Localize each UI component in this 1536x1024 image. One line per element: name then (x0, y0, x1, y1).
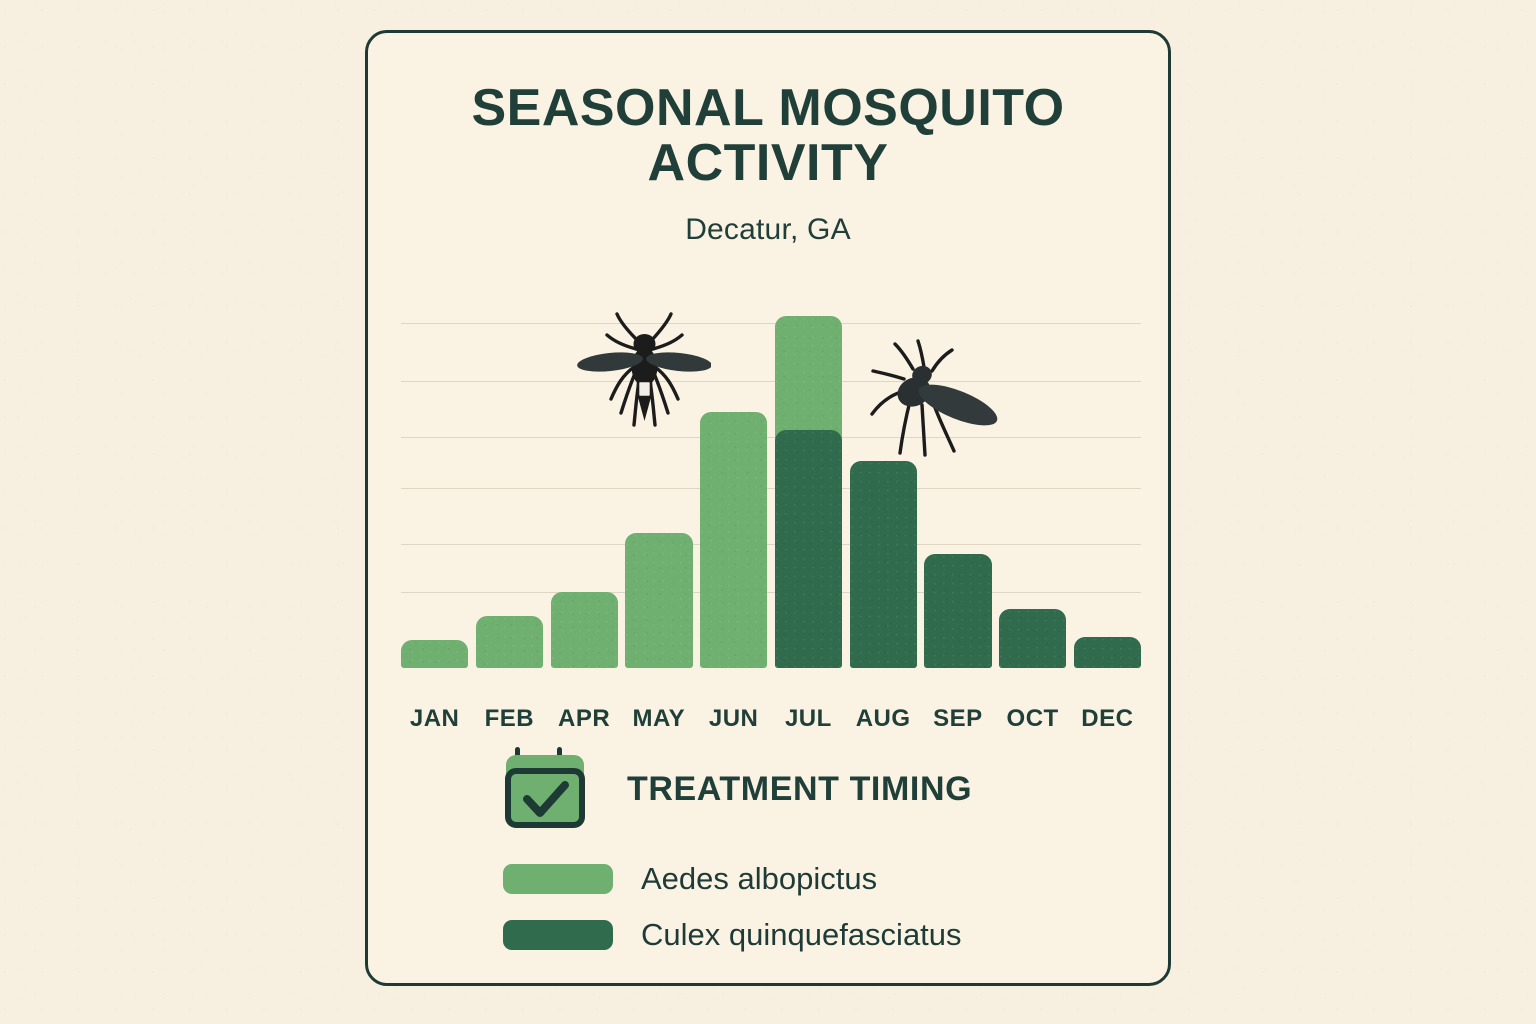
x-axis-label-may: MAY (632, 705, 686, 732)
infographic-card: SEASONAL MOSQUITO ACTIVITY Decatur, GA J… (365, 30, 1171, 986)
bar-culex-jul[interactable] (774, 429, 843, 669)
x-axis-label-jul: JUL (784, 705, 832, 732)
treatment-timing-block: TREATMENT TIMING (503, 743, 972, 835)
bar-group-oct[interactable] (999, 288, 1067, 668)
x-axis-label-feb: FEB (484, 705, 535, 732)
bar-group-feb[interactable] (475, 288, 544, 668)
bar-group-dec[interactable] (1073, 288, 1142, 669)
bar-group-jun[interactable] (700, 288, 768, 668)
card-header: SEASONAL MOSQUITO ACTIVITY Decatur, GA (368, 79, 1168, 247)
x-axis-label-aug: AUG (855, 705, 911, 732)
legend-swatch-aedes (503, 864, 613, 894)
treatment-timing-label: TREATMENT TIMING (627, 769, 973, 808)
legend-item-aedes: Aedes albopictus (503, 861, 962, 897)
bar-culex-sep[interactable] (924, 554, 992, 668)
legend-swatch-culex (503, 920, 613, 950)
page-title: SEASONAL MOSQUITO ACTIVITY (471, 79, 1065, 193)
calendar-check-icon (505, 747, 585, 828)
page-subtitle: Decatur, GA (685, 213, 851, 247)
x-axis-label-apr: APR (558, 705, 611, 732)
bar-group-may[interactable] (625, 288, 693, 668)
bar-group-aug[interactable] (849, 288, 918, 669)
bar-aedes-jan[interactable] (401, 640, 469, 668)
x-axis-label-oct: OCT (1006, 705, 1059, 732)
bar-group-sep[interactable] (924, 288, 992, 668)
bar-group-jul[interactable] (774, 288, 843, 669)
bar-aedes-may[interactable] (625, 533, 693, 668)
legend-item-culex: Culex quinquefasciatus (503, 917, 962, 953)
chart-bars (401, 288, 1142, 669)
chart-legend: Aedes albopictus Culex quinquefasciatus (503, 861, 962, 973)
legend-label-aedes: Aedes albopictus (641, 861, 878, 896)
bar-group-jan[interactable] (401, 288, 469, 668)
x-axis-label-sep: SEP (933, 705, 983, 732)
x-axis-label-jun: JUN (708, 705, 759, 732)
bar-aedes-jun[interactable] (700, 412, 768, 668)
bar-aedes-feb[interactable] (475, 616, 544, 668)
x-axis-label-jan: JAN (409, 705, 460, 732)
bar-culex-dec[interactable] (1073, 636, 1142, 669)
bar-culex-aug[interactable] (849, 460, 918, 669)
legend-label-culex: Culex quinquefasciatus (641, 917, 962, 952)
bar-aedes-apr[interactable] (550, 592, 619, 668)
bar-culex-oct[interactable] (999, 609, 1067, 668)
bar-chart (401, 288, 1142, 669)
x-axis-labels: JAN FEB APR MAY JUN JUL AUG SEP OCT DEC (401, 705, 1141, 733)
bar-group-apr[interactable] (550, 288, 619, 668)
x-axis-label-dec: DEC (1081, 705, 1134, 732)
